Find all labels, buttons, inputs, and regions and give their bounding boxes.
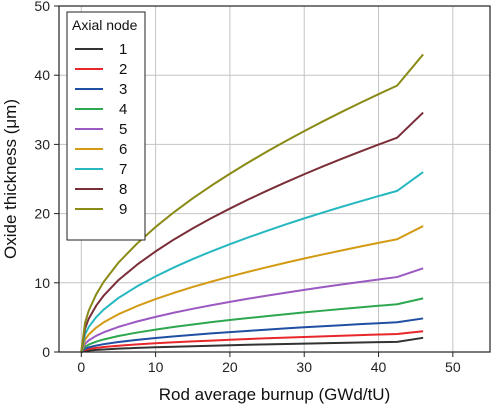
series-line-9 [80, 53, 424, 353]
y-tick-label: 40 [34, 67, 50, 83]
x-tick-label: 10 [148, 359, 164, 375]
plot-frame [58, 5, 491, 353]
x-axis-title: Rod average burnup (GWd/tU) [159, 385, 391, 404]
legend-box [66, 11, 146, 241]
y-tick-label: 30 [34, 136, 50, 152]
legend-label-6: 6 [119, 141, 127, 158]
legend-label-9: 9 [119, 201, 127, 218]
x-tick-label: 30 [296, 359, 312, 375]
y-tick-label: 20 [34, 206, 50, 222]
legend: Axial node 1 2 3 4 5 6 7 8 9 [66, 11, 146, 241]
series-line-1 [81, 336, 424, 353]
series-line-3 [80, 317, 424, 353]
y-tick-label: 50 [34, 0, 50, 14]
series-line-7 [80, 171, 424, 353]
legend-label-3: 3 [119, 81, 127, 98]
series-line-4 [80, 297, 424, 353]
y-axis-title: Oxide thickness (μm) [1, 99, 20, 259]
y-tick-label: 0 [42, 344, 50, 360]
legend-label-7: 7 [119, 161, 127, 178]
x-tick-label: 50 [445, 359, 461, 375]
legend-title: Axial node [72, 17, 138, 33]
legend-label-4: 4 [119, 101, 127, 118]
series-line-5 [80, 267, 424, 353]
legend-label-5: 5 [119, 121, 127, 138]
legend-label-8: 8 [119, 181, 127, 198]
y-tick-label: 10 [34, 275, 50, 291]
x-tick-label: 20 [222, 359, 238, 375]
legend-items: 1 2 3 4 5 6 7 8 9 [75, 41, 127, 218]
series-line-2 [80, 330, 424, 353]
x-tick-label: 0 [77, 359, 85, 375]
x-tick-label: 40 [371, 359, 387, 375]
series-lines [80, 53, 424, 353]
axis-ticks: 0 10 20 30 40 50 0 10 20 30 40 50 [34, 0, 460, 375]
series-line-8 [80, 111, 424, 353]
legend-label-1: 1 [119, 41, 127, 58]
series-line-6 [80, 225, 424, 353]
legend-label-2: 2 [119, 61, 127, 78]
